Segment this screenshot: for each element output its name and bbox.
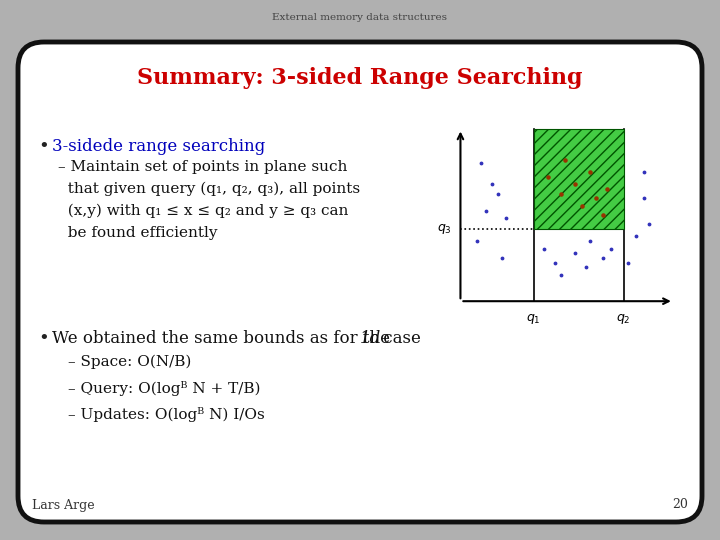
Text: Summary: 3-sided Range Searching: Summary: 3-sided Range Searching bbox=[138, 67, 582, 89]
Bar bbox=[534, 129, 624, 229]
Text: 20: 20 bbox=[672, 498, 688, 511]
Text: 3-sidede range searching: 3-sidede range searching bbox=[52, 138, 265, 155]
Text: $q_1$: $q_1$ bbox=[526, 312, 541, 326]
Text: External memory data structures: External memory data structures bbox=[272, 14, 448, 23]
Text: – Space: O(N/B): – Space: O(N/B) bbox=[68, 355, 192, 369]
Text: •: • bbox=[38, 138, 49, 156]
Text: – Maintain set of points in plane such: – Maintain set of points in plane such bbox=[58, 160, 347, 174]
Text: – Updates: O(logᴮ N) I/Os: – Updates: O(logᴮ N) I/Os bbox=[68, 407, 265, 422]
Text: – Query: O(logᴮ N + T/B): – Query: O(logᴮ N + T/B) bbox=[68, 381, 261, 396]
Text: be found efficiently: be found efficiently bbox=[58, 226, 217, 240]
Text: $q_2$: $q_2$ bbox=[616, 312, 631, 326]
Text: that given query (q₁, q₂, q₃), all points: that given query (q₁, q₂, q₃), all point… bbox=[58, 182, 360, 197]
Text: $q_3$: $q_3$ bbox=[437, 222, 452, 236]
Text: We obtained the same bounds as for the: We obtained the same bounds as for the bbox=[52, 330, 395, 347]
Text: 1d: 1d bbox=[360, 330, 382, 347]
Text: •: • bbox=[38, 330, 49, 348]
Text: case: case bbox=[378, 330, 421, 347]
Text: (x,y) with q₁ ≤ x ≤ q₂ and y ≥ q₃ can: (x,y) with q₁ ≤ x ≤ q₂ and y ≥ q₃ can bbox=[58, 204, 348, 218]
FancyBboxPatch shape bbox=[18, 42, 702, 522]
Text: Lars Arge: Lars Arge bbox=[32, 498, 94, 511]
